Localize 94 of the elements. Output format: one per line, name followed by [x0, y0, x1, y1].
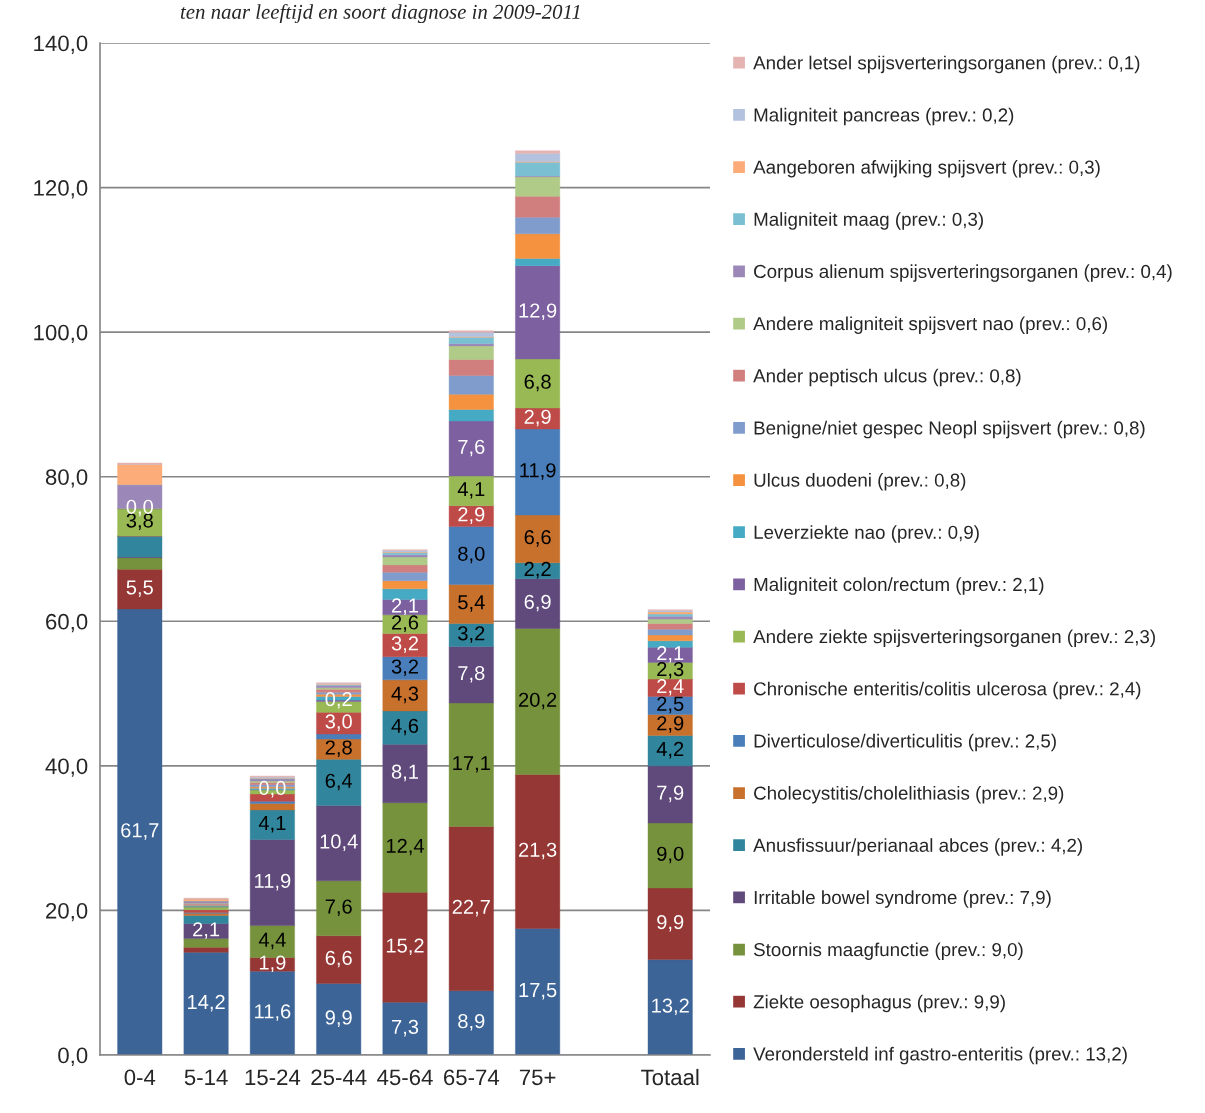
- x-tick-label: Totaal: [641, 1068, 699, 1086]
- legend-label: Verondersteld inf gastro-enteritis (prev.: 13,2): [753, 1046, 1127, 1065]
- x-tick-label: 75+: [519, 1069, 556, 1086]
- data-label: 4,3: [391, 686, 419, 704]
- data-label: 2,1: [392, 598, 419, 615]
- y-tick-label: 80,0: [45, 469, 88, 488]
- data-label: 5,5: [126, 580, 153, 597]
- data-label: 0,2: [325, 691, 352, 709]
- x-tick-label: 25-44: [311, 1069, 367, 1086]
- legend-label: Ander letsel spijsverteringsorganen (prev.: 0,1): [753, 55, 1140, 74]
- data-label: 2,8: [325, 740, 352, 758]
- legend-label: Diverticulose/diverticulitis (prev.: 2,5): [754, 733, 1056, 752]
- data-label: 2,9: [524, 409, 551, 427]
- legend-label: Benigne/niet gespec Neopl spijsvert (prev.: 0,8): [754, 420, 1145, 439]
- y-tick-label: 120,0: [34, 180, 88, 199]
- data-label: 11,6: [255, 1004, 291, 1021]
- data-label: 4,6: [391, 718, 419, 736]
- data-label: 4,1: [258, 816, 286, 833]
- y-tick-label: 100,0: [34, 324, 88, 344]
- data-label: 2,3: [657, 661, 684, 679]
- data-label: 15,2: [386, 938, 424, 956]
- y-tick-label: 60,0: [46, 613, 88, 633]
- x-tick-label: 0-4: [124, 1069, 156, 1086]
- data-label: 8,9: [458, 1013, 485, 1031]
- data-label: 7,6: [325, 899, 352, 917]
- data-label: 3,2: [458, 626, 485, 643]
- data-label: 9,0: [657, 846, 684, 864]
- data-label: 2,5: [657, 696, 684, 714]
- data-label: 6,8: [524, 374, 551, 392]
- legend-label: Maligniteit maag (prev.: 0,3): [754, 212, 983, 230]
- legend-label: Ulcus duodeni (prev.: 0,8): [754, 473, 966, 491]
- data-label: 17,5: [519, 983, 557, 1000]
- data-label: 11,9: [255, 873, 291, 891]
- data-label: 10,4: [320, 834, 358, 851]
- data-label: 14,2: [188, 994, 225, 1012]
- legend-label: Stoornis maagfunctie (prev.: 9,0): [753, 942, 1023, 960]
- data-label: 21,3: [519, 842, 557, 860]
- data-label: 7,3: [392, 1019, 419, 1037]
- data-label: 3,2: [391, 636, 418, 653]
- data-label: 12,4: [386, 838, 425, 856]
- legend-label: Aangeboren afwijking spijsvert (prev.: 0,3): [753, 160, 1100, 178]
- y-tick-label: 40,0: [45, 758, 88, 777]
- data-label: 2,2: [524, 561, 551, 579]
- data-label: 22,7: [452, 899, 490, 917]
- legend-label: Ziekte oesophagus (prev.: 9,9): [753, 994, 1005, 1013]
- data-label: 2,9: [458, 507, 485, 524]
- data-label: 9,9: [657, 914, 684, 932]
- legend-label: Anusfissuur/perianaal abces (prev.: 4,2): [753, 838, 1082, 856]
- legend-label: Leverziekte nao (prev.: 0,9): [754, 525, 979, 543]
- data-label: 61,7: [121, 823, 159, 840]
- data-label: 2,1: [193, 922, 220, 939]
- data-label: 8,0: [458, 546, 485, 564]
- legend-label: Andere maligniteit spijsvert nao (prev.: 0,6): [753, 316, 1107, 334]
- data-label: 3,0: [325, 714, 352, 731]
- y-tick-label: 140,0: [34, 35, 88, 54]
- data-label: 6,4: [325, 773, 353, 791]
- chart-title: ten naar leeftijd en soort diagnose in 2009-2011: [180, 4, 580, 24]
- data-label: 20,2: [519, 692, 557, 710]
- data-label: 6,9: [524, 594, 551, 612]
- legend-label: Andere ziekte spijsverteringsorganen (prev.: 2,3): [753, 629, 1155, 647]
- data-label: 17,1: [453, 756, 490, 773]
- data-label: 12,9: [519, 303, 557, 321]
- data-label: 1,9: [259, 955, 286, 973]
- data-label: 6,6: [325, 950, 352, 968]
- data-label: 7,6: [458, 439, 485, 457]
- data-label: 7,9: [657, 785, 684, 803]
- legend-label: Cholecystitis/cholelithiasis (prev.: 2,9): [754, 786, 1064, 804]
- data-label: 6,6: [524, 530, 551, 547]
- data-label: 7,8: [458, 665, 485, 683]
- x-tick-label: 65-74: [444, 1069, 500, 1086]
- data-label: 4,2: [656, 741, 684, 759]
- data-label: 4,1: [457, 482, 485, 499]
- data-label: 8,1: [391, 764, 419, 782]
- legend-label: Irritable bowel syndrome (prev.: 7,9): [754, 890, 1051, 908]
- x-tick-label: 5-14: [184, 1069, 228, 1086]
- data-label: 5,4: [458, 595, 485, 612]
- data-label: 2,9: [657, 716, 684, 733]
- data-label: 9,9: [325, 1010, 352, 1027]
- legend-label: Maligniteit colon/rectum (prev.: 2,1): [754, 577, 1044, 595]
- y-tick-label: 20,0: [46, 902, 88, 922]
- data-label: 4,4: [258, 932, 286, 950]
- data-label: 2,1: [657, 646, 684, 663]
- data-label: 2,4: [657, 678, 684, 696]
- data-label: 13,2: [652, 998, 689, 1016]
- data-label: 2,6: [392, 615, 419, 632]
- legend-label: Chronische enteritis/colitis ulcerosa (prev.: 2,4): [754, 681, 1141, 700]
- legend-label: Corpus alienum spijsverteringsorganen (prev.: 0,4): [754, 264, 1172, 282]
- data-label: 11,9: [520, 463, 556, 480]
- x-tick-label: 15-24: [245, 1069, 301, 1086]
- y-tick-label: 0,0: [58, 1047, 88, 1066]
- data-label: 3,2: [391, 659, 418, 677]
- legend-label: Ander peptisch ulcus (prev.: 0,8): [753, 368, 1021, 387]
- x-tick-label: 45-64: [377, 1069, 433, 1086]
- legend-label: Maligniteit pancreas (prev.: 0,2): [754, 107, 1014, 126]
